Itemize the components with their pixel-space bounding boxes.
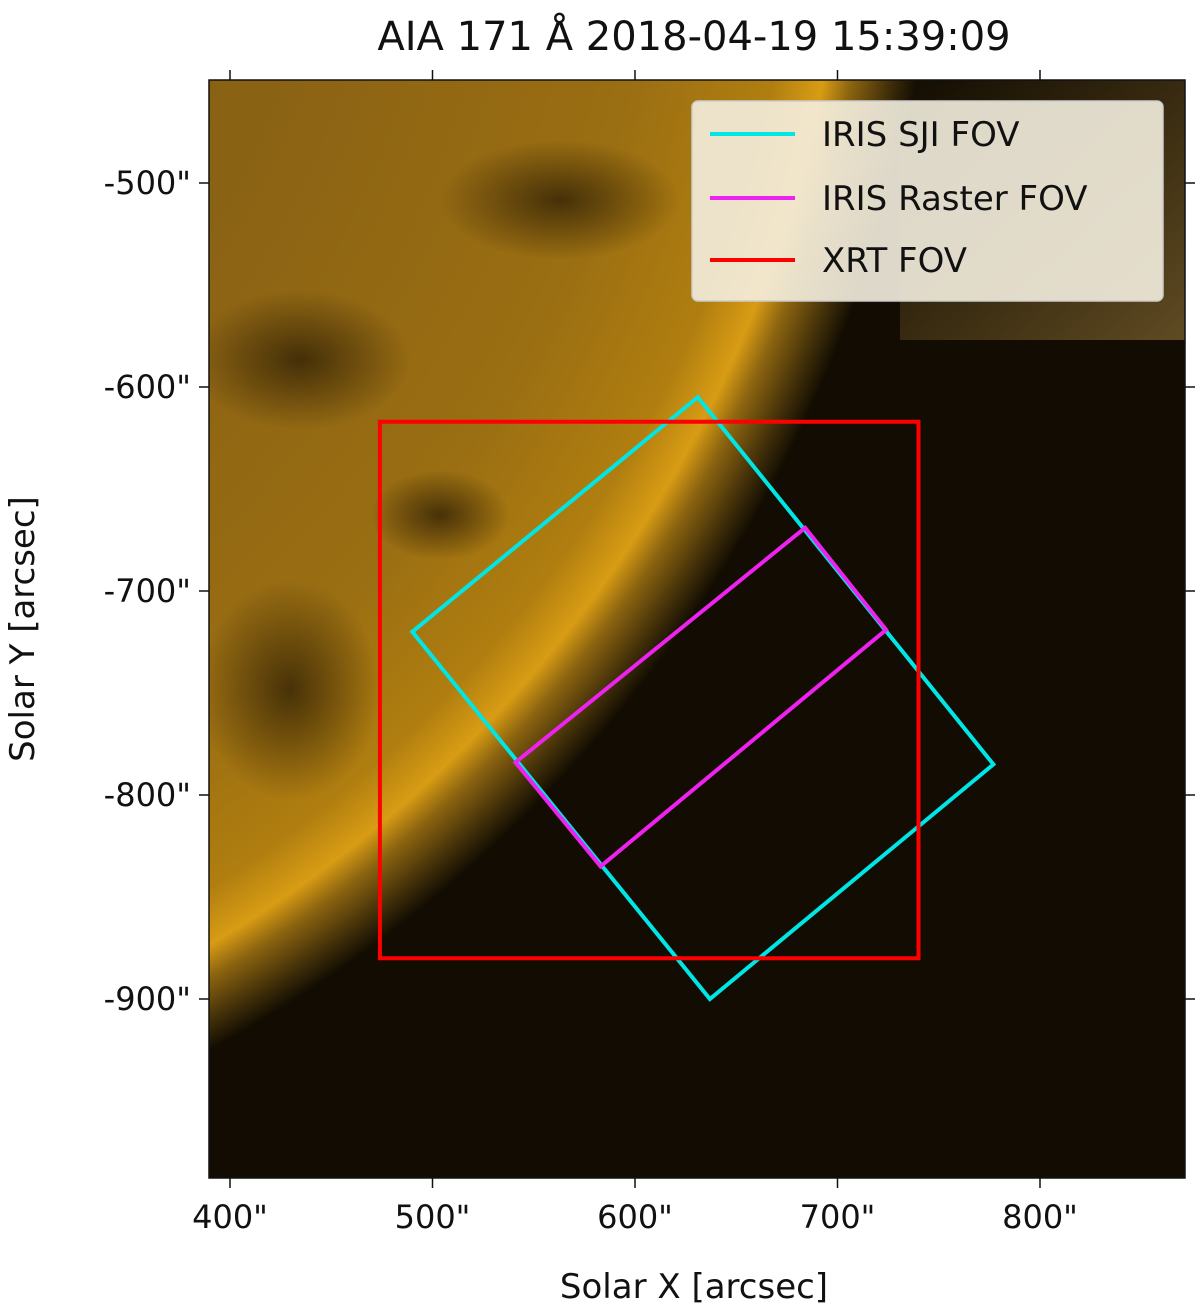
- x-tick-label: 400": [192, 1198, 268, 1236]
- y-tick-label: -600": [104, 368, 191, 406]
- y-tick-label: -500": [104, 164, 191, 202]
- legend-label-xrt: XRT FOV: [822, 241, 967, 281]
- dark-region-3: [209, 580, 380, 800]
- y-axis-ticks: -500" -600" -700" -800" -900": [104, 164, 1195, 1018]
- chart-title: AIA 171 Å 2018-04-19 15:39:09: [377, 12, 1010, 60]
- x-tick-label: 700": [800, 1198, 876, 1236]
- y-tick-label: -800": [104, 776, 191, 814]
- legend-label-iris-sji: IRIS SJI FOV: [822, 115, 1020, 155]
- iris-raster-fov-outline: [512, 524, 889, 870]
- legend: IRIS SJI FOV IRIS Raster FOV XRT FOV: [691, 100, 1164, 302]
- xrt-fov-outline: [377, 419, 921, 961]
- x-tick-label: 500": [395, 1198, 471, 1236]
- y-axis-label: Solar Y [arcsec]: [3, 496, 43, 762]
- dark-region-2: [209, 290, 410, 430]
- fov-outlines: [377, 394, 997, 1002]
- x-tick-label: 600": [597, 1198, 673, 1236]
- x-tick-label: 800": [1002, 1198, 1078, 1236]
- legend-box: [691, 100, 1164, 302]
- y-tick-label: -700": [104, 572, 191, 610]
- x-axis-label: Solar X [arcsec]: [560, 1267, 828, 1307]
- iris-sji-fov-outline: [409, 394, 997, 1002]
- x-axis-ticks: 400" 500" 600" 700" 800": [192, 70, 1078, 1236]
- legend-label-iris-raster: IRIS Raster FOV: [822, 179, 1088, 219]
- plot-frame: [208, 79, 1186, 1179]
- dark-region-4: [440, 140, 680, 260]
- y-tick-label: -900": [104, 980, 191, 1018]
- dark-region-1: [370, 470, 510, 560]
